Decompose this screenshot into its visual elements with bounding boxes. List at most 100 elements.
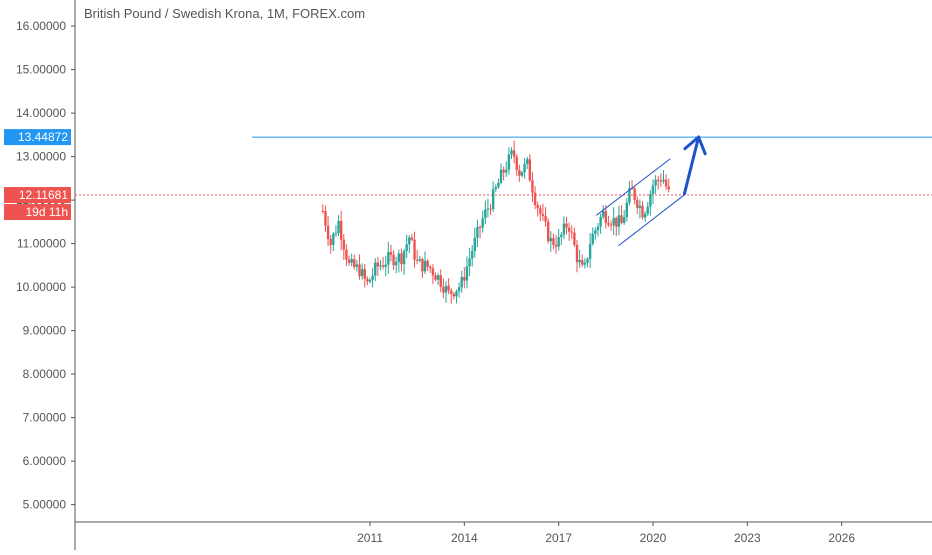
candle-body xyxy=(381,265,385,267)
candle xyxy=(643,211,647,222)
candle-body xyxy=(581,260,584,265)
candle xyxy=(617,205,621,236)
candle-body xyxy=(478,226,482,228)
candle xyxy=(389,244,393,262)
candle xyxy=(481,210,484,233)
candle-body xyxy=(350,259,353,263)
candle xyxy=(539,204,542,222)
candle xyxy=(573,227,576,247)
candle-body xyxy=(636,200,639,208)
candle-body xyxy=(442,286,445,293)
candle-body xyxy=(436,275,440,280)
candle xyxy=(497,178,500,189)
candle xyxy=(410,233,414,242)
drawings[interactable] xyxy=(596,135,707,247)
candle xyxy=(415,250,419,265)
y-tick-label: 11.00000 xyxy=(17,237,66,251)
candle-body xyxy=(489,208,492,210)
candle-body xyxy=(544,215,547,222)
candle xyxy=(591,227,594,246)
candle xyxy=(622,210,626,225)
candle-body xyxy=(591,233,594,244)
bar-countdown-label-bg xyxy=(4,204,71,221)
candle-body xyxy=(439,275,442,287)
candle-body xyxy=(491,189,495,210)
candle-body xyxy=(395,261,398,266)
y-tick-label: 8.00000 xyxy=(23,367,67,381)
candle xyxy=(578,249,581,268)
candle xyxy=(366,276,369,286)
candle xyxy=(400,248,403,272)
candle xyxy=(552,233,555,250)
candle-body xyxy=(533,192,537,206)
candle xyxy=(457,282,461,298)
candle xyxy=(342,234,345,261)
candle-body xyxy=(615,217,618,227)
candle xyxy=(405,234,408,258)
candle xyxy=(491,181,495,212)
candle-body xyxy=(421,259,424,272)
candle-body xyxy=(450,290,453,294)
price-labels: 13.44872 12.11681 19d 11h xyxy=(4,129,71,221)
candle-body xyxy=(463,277,466,281)
candle xyxy=(465,256,469,289)
candle xyxy=(607,215,610,227)
resistance-price-label-bg xyxy=(4,129,71,146)
candle xyxy=(536,201,539,217)
x-tick-label: 2026 xyxy=(828,531,855,545)
candle-body xyxy=(334,233,338,235)
candle-body xyxy=(347,259,351,263)
candle xyxy=(565,216,568,235)
candle-body xyxy=(366,278,369,282)
candle-body xyxy=(628,188,631,203)
candle xyxy=(515,153,518,176)
candle xyxy=(376,257,380,276)
candle xyxy=(353,254,356,270)
candle-body xyxy=(654,179,657,186)
candle-body xyxy=(447,285,450,291)
candle xyxy=(583,258,587,269)
candle xyxy=(329,235,332,254)
candle-body xyxy=(460,277,463,288)
candle-body xyxy=(337,220,340,234)
candle-body xyxy=(507,154,511,170)
candle xyxy=(392,250,395,270)
candle xyxy=(436,273,440,285)
candle xyxy=(533,186,537,210)
candle xyxy=(649,189,652,216)
candle-body xyxy=(607,222,610,225)
candle xyxy=(526,156,529,169)
x-tick-label: 2014 xyxy=(451,531,478,545)
candle xyxy=(326,216,330,247)
candle xyxy=(662,170,665,184)
candle-body xyxy=(379,265,382,267)
candle-body xyxy=(384,264,387,267)
candle-body xyxy=(638,205,642,208)
candle-body xyxy=(531,180,534,193)
candle xyxy=(541,203,545,221)
candle xyxy=(350,253,353,267)
candle xyxy=(413,231,416,268)
candle-body xyxy=(353,259,356,267)
candle xyxy=(486,198,490,218)
candle xyxy=(518,164,521,182)
candle xyxy=(455,289,458,304)
candle-body xyxy=(371,275,374,280)
x-tick-label: 2011 xyxy=(357,531,383,545)
candle xyxy=(434,272,437,282)
candle-body xyxy=(657,179,660,181)
candle-body xyxy=(515,156,518,170)
candle xyxy=(599,213,602,234)
candle xyxy=(484,200,487,225)
channel-upper-line xyxy=(596,158,671,216)
candle-body xyxy=(523,163,526,173)
candle-body xyxy=(457,287,461,292)
candle-body xyxy=(567,227,571,232)
candle xyxy=(562,216,566,240)
candle xyxy=(554,234,558,254)
candle xyxy=(612,207,615,235)
candle-body xyxy=(444,285,448,293)
candle-body xyxy=(324,211,327,226)
